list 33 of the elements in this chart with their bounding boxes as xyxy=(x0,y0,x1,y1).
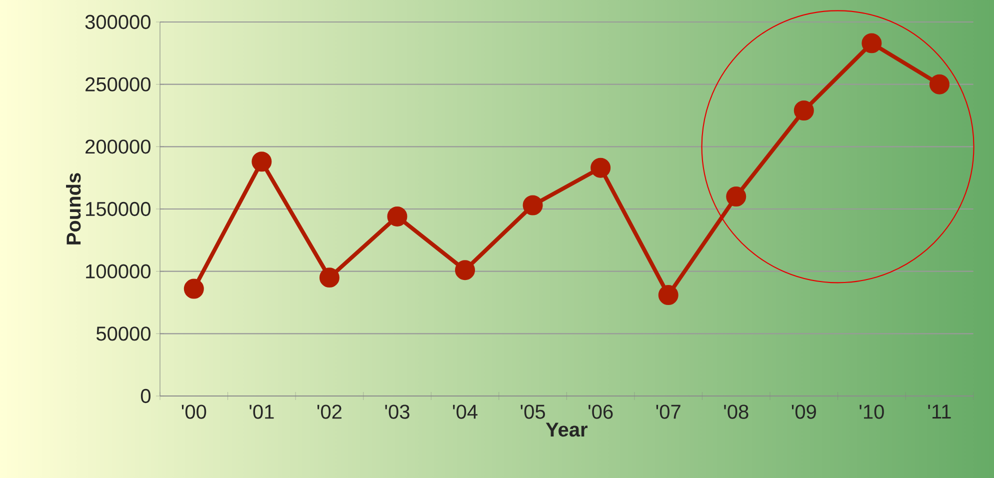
y-tick-label: 100000 xyxy=(86,264,150,278)
x-tick-label: '01 xyxy=(250,404,274,419)
x-tick-label: '05 xyxy=(520,404,545,419)
y-tick-label: 300000 xyxy=(85,14,150,30)
y-tick-label: 150000 xyxy=(86,202,150,216)
point xyxy=(319,268,340,288)
point xyxy=(862,33,882,54)
point xyxy=(455,260,476,280)
x-tick-label: '07 xyxy=(656,404,680,419)
point xyxy=(184,278,204,299)
y-tick-label: 50000 xyxy=(96,326,150,341)
point xyxy=(726,186,746,207)
point xyxy=(590,158,611,178)
x-tick-label: '04 xyxy=(453,404,478,419)
point xyxy=(929,74,950,94)
x-axis-title: Year xyxy=(546,422,588,437)
y-tick-label: 250000 xyxy=(86,77,150,92)
point xyxy=(658,285,678,306)
point xyxy=(252,152,272,172)
x-tick-label: '03 xyxy=(385,404,410,419)
point xyxy=(794,100,814,121)
x-tick-label: '00 xyxy=(182,404,206,419)
y-axis-title: Pounds xyxy=(66,173,81,244)
x-tick-label: '08 xyxy=(724,404,748,419)
x-tick-label: '09 xyxy=(792,404,816,419)
y-tick-label: 0 xyxy=(140,388,150,404)
y-tick-label: 200000 xyxy=(86,140,150,154)
x-tick-label: '10 xyxy=(860,404,884,419)
point xyxy=(522,195,543,216)
point xyxy=(387,206,408,226)
x-tick-label: '06 xyxy=(588,404,613,419)
x-tick-label: '02 xyxy=(317,404,342,419)
x-tick-label: '11 xyxy=(928,404,951,418)
